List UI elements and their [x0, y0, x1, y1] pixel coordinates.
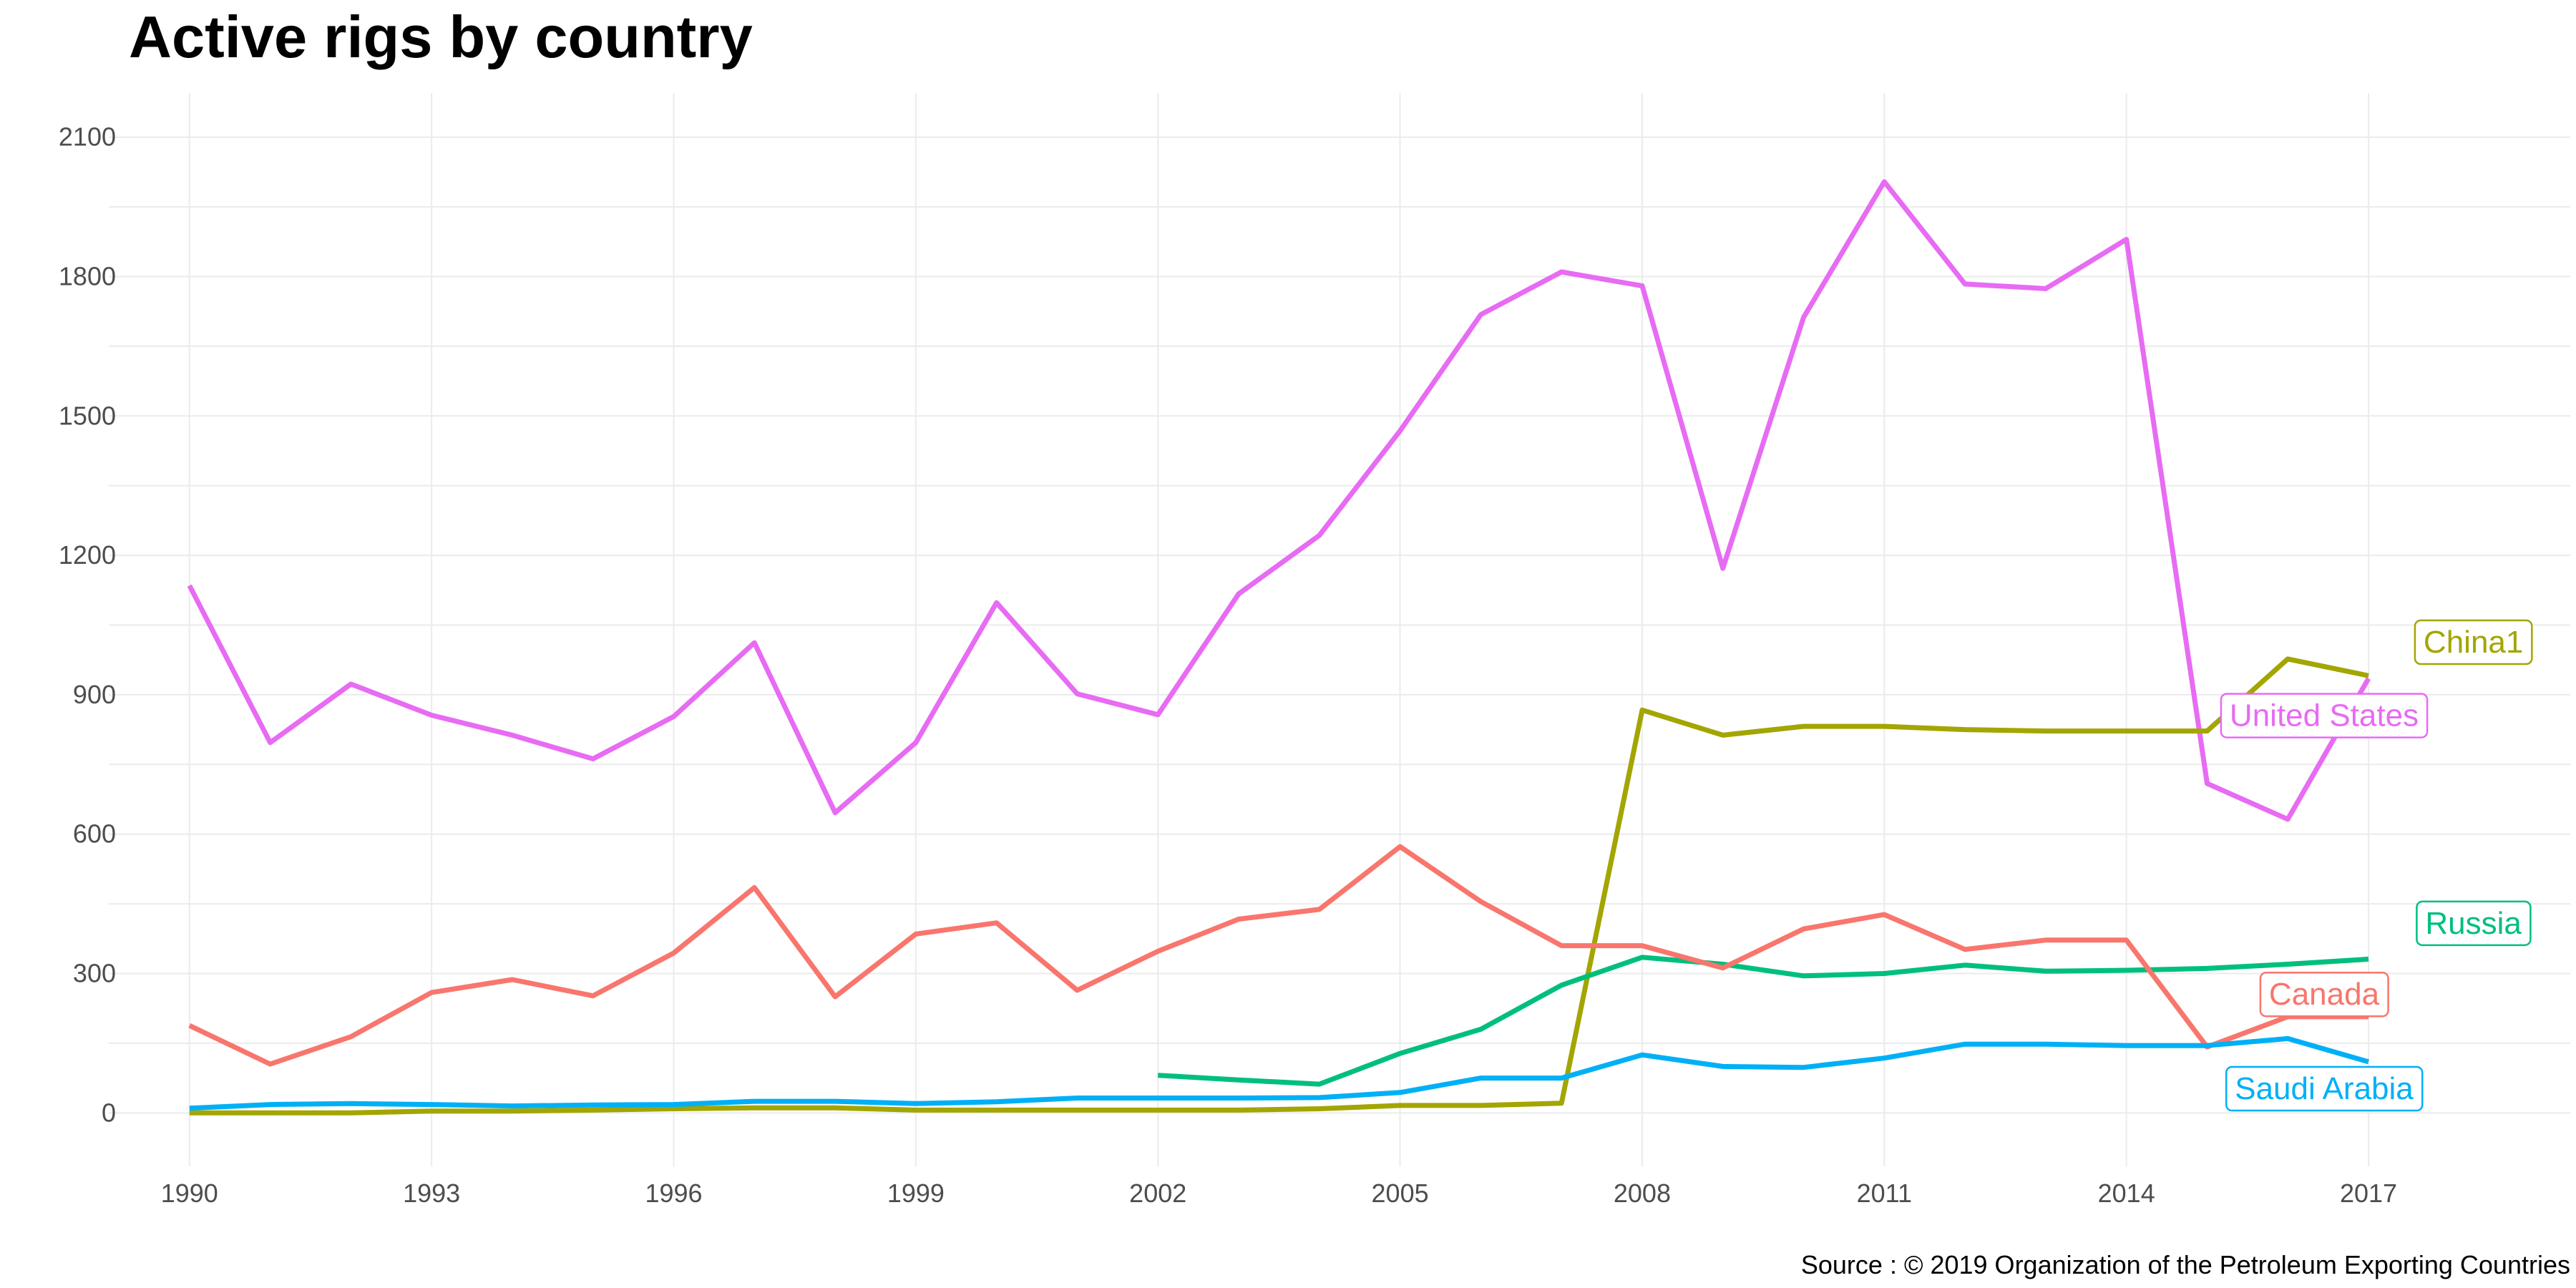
source-caption: Source : © 2019 Organization of the Petr… [1801, 1250, 2570, 1279]
series-label-box [2259, 971, 2389, 1018]
series-label-russia: Russia [2416, 900, 2532, 947]
series-label-text: Russia [2425, 906, 2522, 941]
series-line-saudi-arabia [189, 1035, 2369, 1111]
y-axis-ticks: 0 300 600 900 1200 1500 1800 2100 [59, 122, 116, 1128]
x-tick-label: 1993 [403, 1179, 460, 1208]
series-lines [187, 179, 2371, 1116]
series-label-canada: Canada [2259, 971, 2389, 1018]
y-tick-label: 1500 [59, 401, 116, 430]
x-tick-label: 1999 [887, 1179, 945, 1208]
chart-title: Active rigs by country [129, 4, 753, 70]
x-tick-label: 2005 [1372, 1179, 1429, 1208]
y-tick-label: 0 [102, 1098, 116, 1127]
grid-layer [109, 93, 2570, 1166]
x-tick-label: 2014 [2098, 1179, 2155, 1208]
y-tick-label: 1800 [59, 261, 116, 291]
series-labels: China1 United States Russia Canada Saudi Ara… [2220, 619, 2533, 1112]
series-label-box [2225, 1065, 2424, 1112]
series-label-text: China1 [2424, 625, 2523, 660]
series-label-saudi-arabia: Saudi Arabia [2225, 1065, 2424, 1112]
y-tick-label: 600 [73, 819, 116, 849]
x-tick-label: 2002 [1129, 1179, 1186, 1208]
series-label-text: Saudi Arabia [2235, 1071, 2414, 1106]
x-tick-label: 2017 [2340, 1179, 2397, 1208]
series-label-box [2220, 693, 2429, 738]
series-label-text: United States [2230, 698, 2419, 733]
y-tick-label: 2100 [59, 122, 116, 152]
series-line-canada [188, 844, 2368, 1067]
series-label-box [2416, 900, 2532, 947]
series-label-text: Canada [2269, 977, 2380, 1012]
series-line-united-states [187, 179, 2371, 822]
y-tick-label: 1200 [59, 540, 116, 570]
x-tick-label: 1990 [161, 1179, 218, 1208]
series-label-china1: China1 [2414, 619, 2533, 665]
x-tick-label: 2011 [1857, 1179, 1912, 1208]
series-line-china1 [189, 656, 2369, 1116]
x-axis-ticks: 1990 1993 1996 1999 2002 2005 2008 2011 2014 2017 [161, 1179, 2397, 1208]
series-label-united-states: United States [2220, 693, 2429, 738]
y-tick-label: 300 [73, 959, 116, 988]
x-tick-label: 2008 [1614, 1179, 1671, 1208]
x-tick-label: 1996 [645, 1179, 702, 1208]
series-label-box [2414, 619, 2533, 665]
series-line-russia [1157, 955, 2369, 1087]
y-tick-label: 900 [73, 680, 116, 709]
